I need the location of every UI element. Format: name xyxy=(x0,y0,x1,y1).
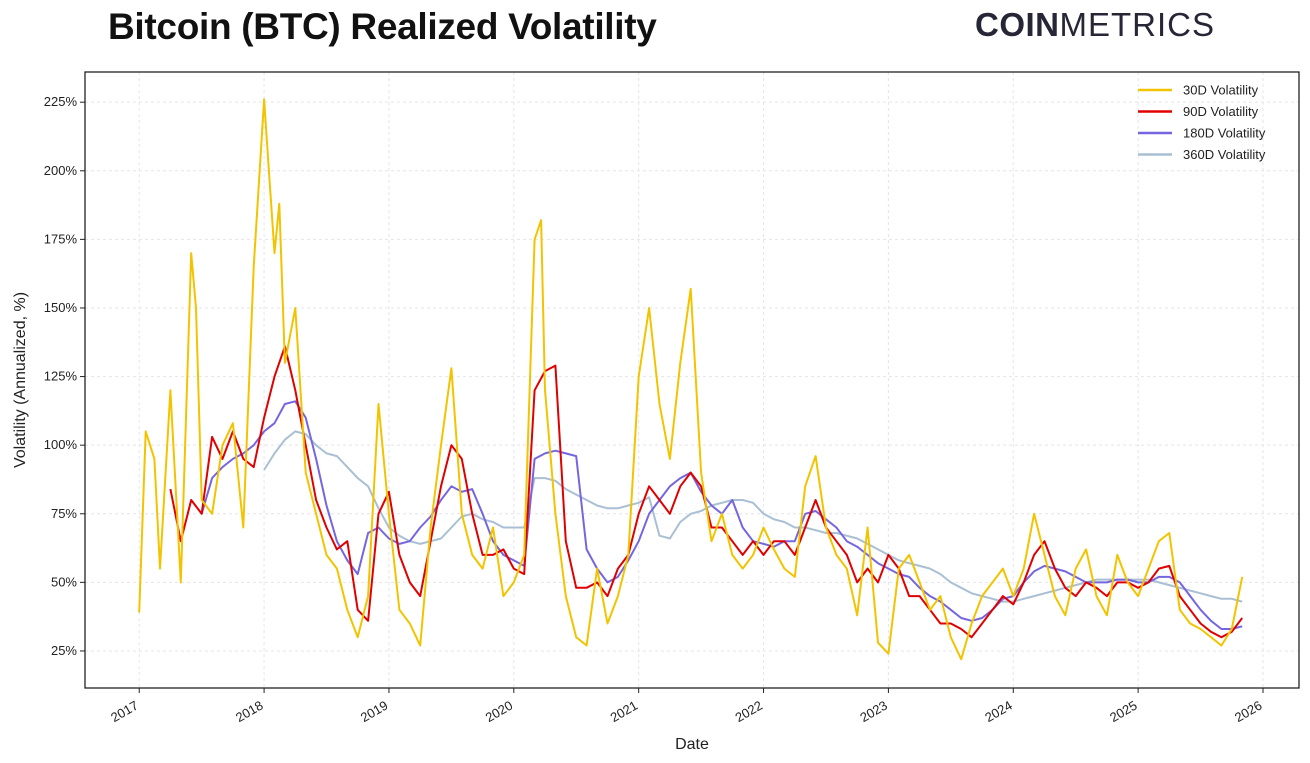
coinmetrics-logo: COINMETRICS xyxy=(975,6,1215,43)
x-tick-label: 2025 xyxy=(1107,698,1140,725)
plot-frame xyxy=(84,71,1300,689)
grid xyxy=(85,72,1299,688)
y-axis: 25% 50% 75% 100% 125% 150% 175% 200% 225% xyxy=(44,94,85,658)
x-tick-label: 2019 xyxy=(358,698,391,725)
x-tick-label: 2024 xyxy=(982,698,1015,725)
x-tick-label: 2017 xyxy=(108,698,141,725)
series-lines xyxy=(138,98,1244,661)
x-axis-label: Date xyxy=(675,736,709,753)
x-axis: 2017 2018 2019 2020 2021 2022 2023 2024 2025 2026 xyxy=(108,688,1264,725)
y-tick-label: 200% xyxy=(44,163,78,178)
y-tick-label: 50% xyxy=(51,574,77,589)
x-tick-label: 2020 xyxy=(483,698,516,725)
x-tick-label: 2018 xyxy=(233,698,266,725)
x-tick-label: 2022 xyxy=(732,698,765,725)
legend: 30D Volatility 90D Volatility 180D Volatil… xyxy=(1138,83,1266,162)
y-tick-label: 225% xyxy=(44,94,78,109)
legend-label: 180D Volatility xyxy=(1183,126,1266,141)
y-tick-label: 125% xyxy=(44,369,78,384)
series-line-90d xyxy=(169,345,1243,639)
y-tick-label: 175% xyxy=(44,231,78,246)
x-tick-label: 2023 xyxy=(857,698,890,725)
y-tick-label: 75% xyxy=(51,506,77,521)
legend-label: 360D Volatility xyxy=(1183,147,1266,162)
series-line-360d xyxy=(263,430,1243,603)
y-tick-label: 100% xyxy=(44,437,78,452)
x-tick-label: 2021 xyxy=(608,698,641,725)
legend-label: 30D Volatility xyxy=(1183,83,1259,98)
y-tick-label: 25% xyxy=(51,643,77,658)
y-axis-label: Volatility (Annualized, %) xyxy=(12,292,29,468)
y-tick-label: 150% xyxy=(44,300,78,315)
legend-label: 90D Volatility xyxy=(1183,104,1259,119)
series-line-30d xyxy=(138,98,1244,661)
x-tick-label: 2026 xyxy=(1232,698,1265,725)
chart-title: Bitcoin (BTC) Realized Volatility xyxy=(108,6,657,47)
